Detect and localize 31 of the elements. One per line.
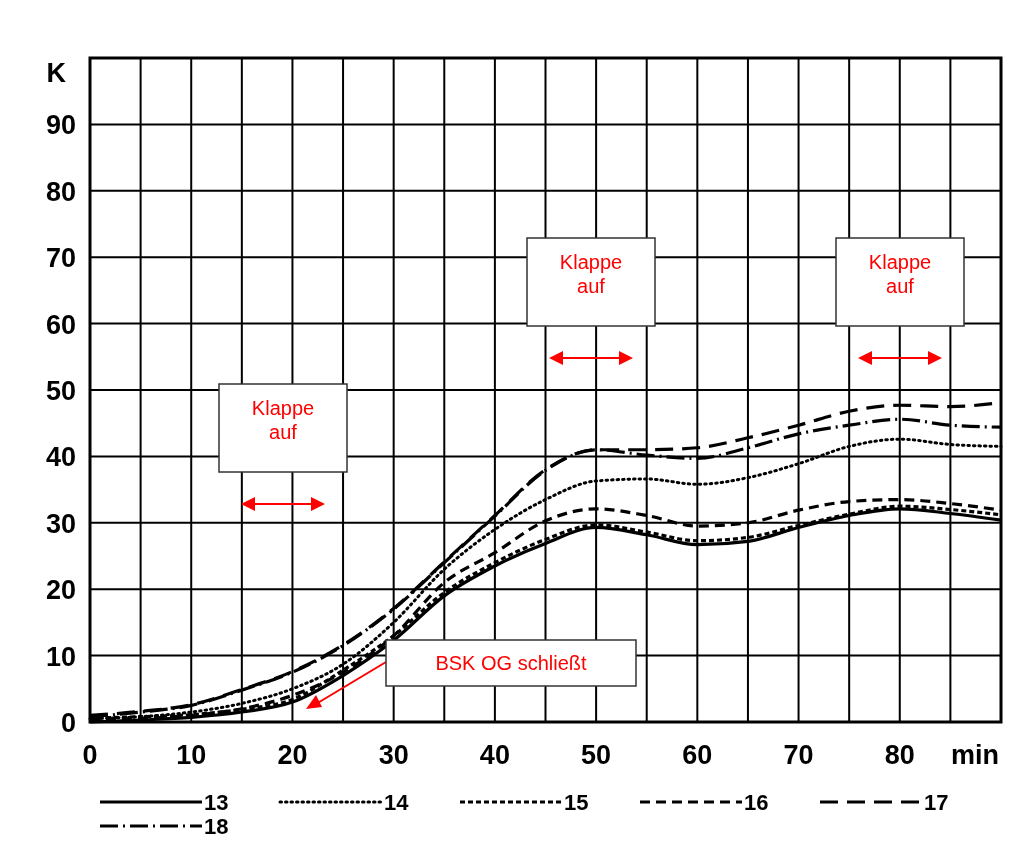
x-tick-label: 70 (783, 740, 814, 770)
x-tick-label: 30 (378, 740, 409, 770)
y-tick-label: 20 (45, 575, 76, 606)
legend-label: 14 (384, 790, 410, 815)
x-axis-title: min (950, 740, 1000, 770)
legend-label: 16 (744, 790, 769, 815)
legend-label: 17 (924, 790, 949, 815)
y-tick-label: 10 (45, 641, 76, 672)
y-tick-label: 70 (45, 243, 76, 274)
y-axis-title: K (46, 58, 67, 88)
annotation: BSK OG schließt (435, 652, 588, 674)
x-tick-label: 20 (277, 740, 308, 770)
legend-label: 18 (204, 814, 229, 839)
y-tick-label: 80 (45, 176, 76, 207)
annotation: Klappe auf (251, 397, 315, 443)
legend-label: 13 (204, 790, 229, 815)
x-tick-label: 60 (682, 740, 713, 770)
annotation: Klappe auf (868, 251, 932, 297)
x-tick-label: 40 (479, 740, 510, 770)
y-tick-label: 50 (45, 376, 76, 406)
legend-label: 15 (564, 790, 589, 815)
y-tick-label: 0 (60, 708, 76, 738)
annotation: Klappe auf (559, 251, 623, 297)
y-tick-label: 90 (45, 110, 76, 141)
x-tick-label: 80 (884, 740, 915, 770)
x-tick-label: 0 (82, 740, 98, 770)
x-tick-label: 10 (176, 740, 207, 770)
y-tick-label: 30 (45, 508, 76, 539)
y-tick-label: 60 (45, 309, 76, 340)
y-tick-label: 40 (45, 442, 76, 473)
x-tick-label: 50 (581, 740, 612, 770)
